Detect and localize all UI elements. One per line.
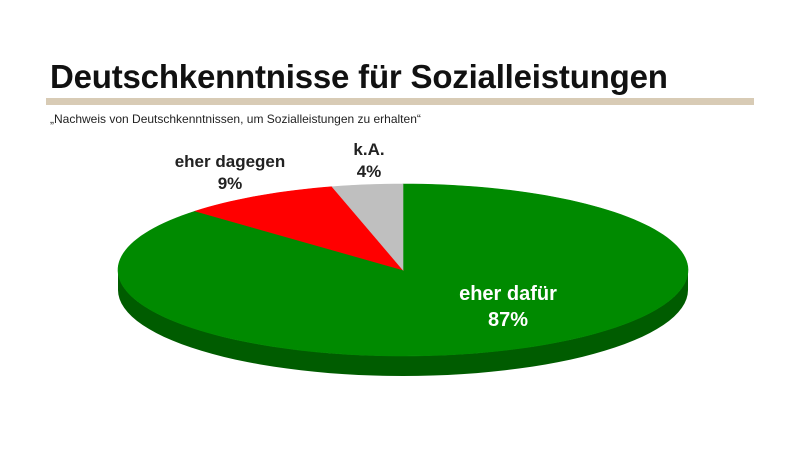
page-title: Deutschkenntnisse für Sozialleistungen xyxy=(50,58,668,95)
slice-label-dafuer: eher dafür xyxy=(459,283,557,305)
pie-side-dafuer xyxy=(118,270,688,376)
pie-top-faces xyxy=(117,183,689,357)
pie-slice-dagegen xyxy=(194,186,404,271)
pie-labels: eher dafür 87% eher dagegen 9% k.A. 4% xyxy=(175,140,557,331)
slice-label-dagegen: eher dagegen xyxy=(175,152,286,171)
slice-value-dagegen: 9% xyxy=(218,174,243,193)
title-underline xyxy=(46,98,754,105)
slice-label-ka: k.A. xyxy=(353,140,384,159)
slice-value-ka: 4% xyxy=(357,162,382,181)
slice-value-dafuer: 87% xyxy=(488,309,528,331)
pie-side-walls xyxy=(118,270,688,376)
chart-subtitle: „Nachweis von Deutschkenntnissen, um Soz… xyxy=(50,112,421,126)
pie-slice-ka xyxy=(331,183,404,271)
